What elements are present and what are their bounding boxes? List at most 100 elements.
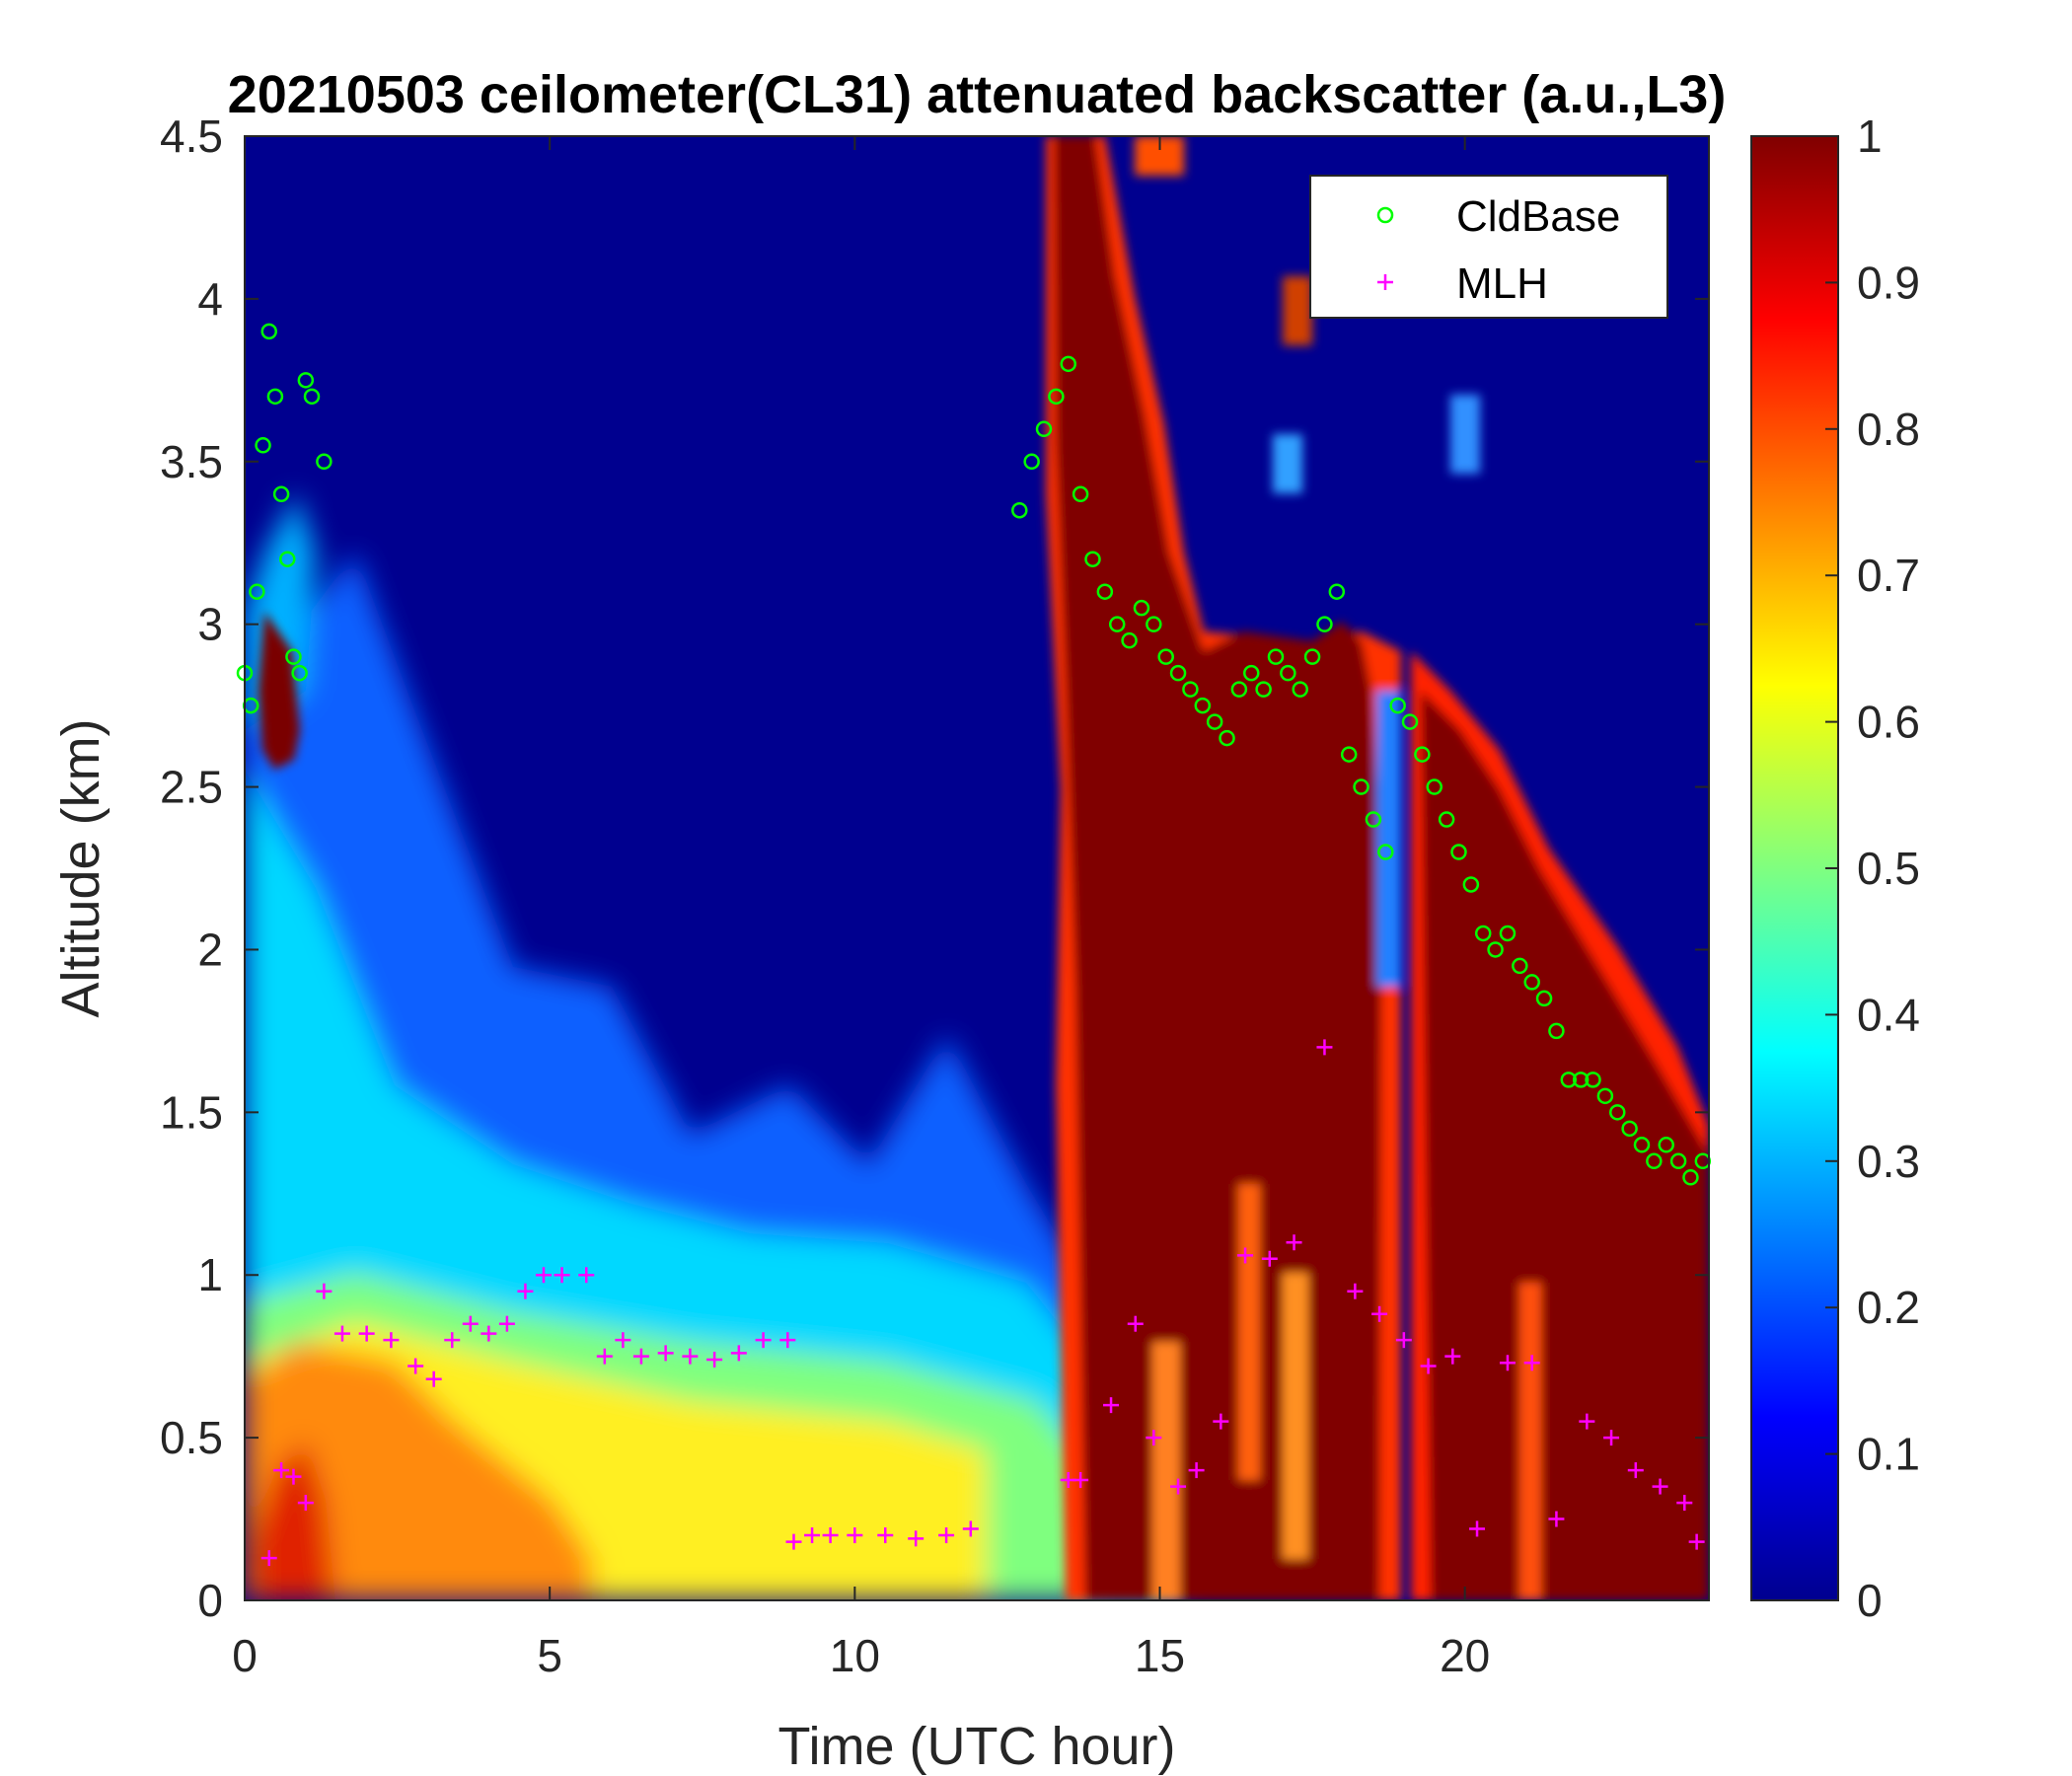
- mlh-point: [657, 1345, 674, 1362]
- cldbase-point: [1011, 501, 1028, 519]
- colorbar-tick-label: 0.1: [1857, 1429, 1920, 1480]
- mlh-point: [1579, 1413, 1595, 1430]
- cldbase-point: [1560, 1072, 1578, 1088]
- heatmap-cloud-evening: [1421, 691, 1709, 1600]
- cldbase-point: [1194, 697, 1212, 714]
- mlh-point: [407, 1358, 424, 1374]
- heatmap-cloud-afternoon: [1054, 136, 1381, 1600]
- cldbase-point: [1084, 551, 1101, 567]
- mlh-point: [908, 1530, 925, 1547]
- mlh-point: [1103, 1397, 1120, 1414]
- mlh-point: [297, 1495, 314, 1512]
- mlh-point: [1170, 1478, 1187, 1495]
- legend-cldbase-label: CldBase: [1456, 192, 1620, 241]
- cldbase-point: [1585, 1072, 1601, 1088]
- mlh-point: [273, 1462, 290, 1479]
- cldbase-point: [1121, 631, 1138, 649]
- cldbase-point: [1340, 746, 1358, 763]
- y-tick-label: 4: [197, 273, 223, 325]
- colorbar-tick-label: 0.5: [1857, 843, 1920, 894]
- heatmap-field: [245, 136, 1709, 1600]
- cldbase-point: [1328, 583, 1346, 600]
- cldbase-point: [285, 648, 302, 665]
- cldbase-point: [1108, 616, 1126, 632]
- cldbase-point: [1072, 485, 1089, 503]
- mlh-point: [1371, 1305, 1388, 1322]
- mlh-point: [779, 1332, 796, 1349]
- cldbase-point: [1060, 355, 1076, 373]
- cldbase-point: [266, 388, 284, 406]
- heatmap-blob-high-3: [1273, 434, 1302, 493]
- mlh-point: [962, 1520, 979, 1537]
- cldbase-point: [1280, 664, 1296, 682]
- mlh-point: [383, 1332, 400, 1349]
- mlh-point: [1213, 1413, 1229, 1430]
- cldbase-point: [1292, 681, 1308, 698]
- colorbar-tick-label: 0: [1857, 1575, 1883, 1626]
- mlh-point: [877, 1527, 894, 1544]
- mlh-point: [1420, 1358, 1437, 1374]
- cldbase-point: [1365, 811, 1382, 828]
- colorbar-tick-label: 0.2: [1857, 1282, 1920, 1333]
- legend: CldBase MLH: [1309, 175, 1668, 319]
- cldbase-point: [1267, 648, 1285, 665]
- mlh-point: [1316, 1039, 1333, 1056]
- cldbase-point: [255, 437, 271, 454]
- mlh-point: [481, 1325, 497, 1342]
- cldbase-point: [1658, 1137, 1674, 1153]
- colorbar-tick-label: 0.8: [1857, 404, 1920, 455]
- cldbase-point: [1535, 990, 1553, 1007]
- mlh-point: [1146, 1430, 1162, 1446]
- x-axis-label: Time (UTC hour): [777, 1717, 1175, 1776]
- mlh-point: [578, 1267, 595, 1284]
- y-tick-label: 3: [197, 599, 223, 650]
- cldbase-point: [316, 453, 333, 471]
- mlh-point: [1499, 1355, 1516, 1371]
- mlh-point: [333, 1325, 350, 1342]
- cldbase-point: [1096, 583, 1114, 600]
- cldbase-point: [1682, 1169, 1699, 1186]
- heatmap-cloud-gap-2: [1238, 1184, 1260, 1480]
- colorbar-ticks: 0 0.1 0.2 0.3 0.4 0.5 0.6 0.7 0.8 0.9 1: [1825, 111, 1920, 1626]
- colorbar-tick-label: 0.6: [1857, 697, 1920, 748]
- colorbar-gradient: [1750, 135, 1839, 1601]
- y-tick-label: 2.5: [160, 762, 223, 813]
- cldbase-point: [297, 372, 315, 389]
- mlh-point: [358, 1325, 375, 1342]
- cldbase-point: [1377, 844, 1394, 860]
- y-axis-label: Altitude (km): [51, 718, 111, 1017]
- cldbase-point: [1462, 876, 1480, 893]
- cldbase-point: [1523, 974, 1540, 991]
- cldbase-point: [1646, 1152, 1663, 1170]
- heatmap-cloud-evening-gap: [1519, 1283, 1541, 1600]
- cldbase-point: [1353, 778, 1369, 795]
- mlh-point: [1073, 1471, 1089, 1488]
- mlh-point: [632, 1348, 649, 1365]
- cldbase-point: [260, 323, 277, 340]
- cldbase-point: [303, 388, 321, 406]
- colorbar-tick-label: 0.7: [1857, 550, 1920, 601]
- y-axis: 0 0.5 1 1.5 2 2.5 3 3.5 4 4.5: [160, 111, 1709, 1626]
- mlh-point: [1188, 1462, 1205, 1479]
- cldbase-point: [1243, 664, 1260, 682]
- cldbase-point: [1548, 1022, 1565, 1040]
- y-tick-label: 1.5: [160, 1086, 223, 1138]
- x-tick-label: 0: [232, 1630, 258, 1681]
- y-tick-label: 1: [197, 1249, 223, 1300]
- mlh-point: [1652, 1478, 1668, 1495]
- cldbase-point: [1146, 616, 1162, 632]
- cldbase-point: [249, 583, 265, 600]
- cldbase-point: [1389, 697, 1406, 714]
- colorbar-tick-label: 1: [1857, 111, 1883, 162]
- cldbase-point: [1035, 420, 1053, 438]
- heatmap-aerosol-red: [252, 1441, 335, 1600]
- legend-mlh-label: MLH: [1456, 259, 1548, 308]
- mlh-point: [1261, 1250, 1278, 1267]
- heatmap-blob-mid-1: [1376, 691, 1401, 987]
- mlh-point: [1469, 1520, 1486, 1537]
- cldbase-point: [1303, 648, 1321, 665]
- cldbase-point: [1169, 664, 1187, 682]
- cldbase-point: [1499, 925, 1517, 942]
- x-tick-label: 5: [537, 1630, 562, 1681]
